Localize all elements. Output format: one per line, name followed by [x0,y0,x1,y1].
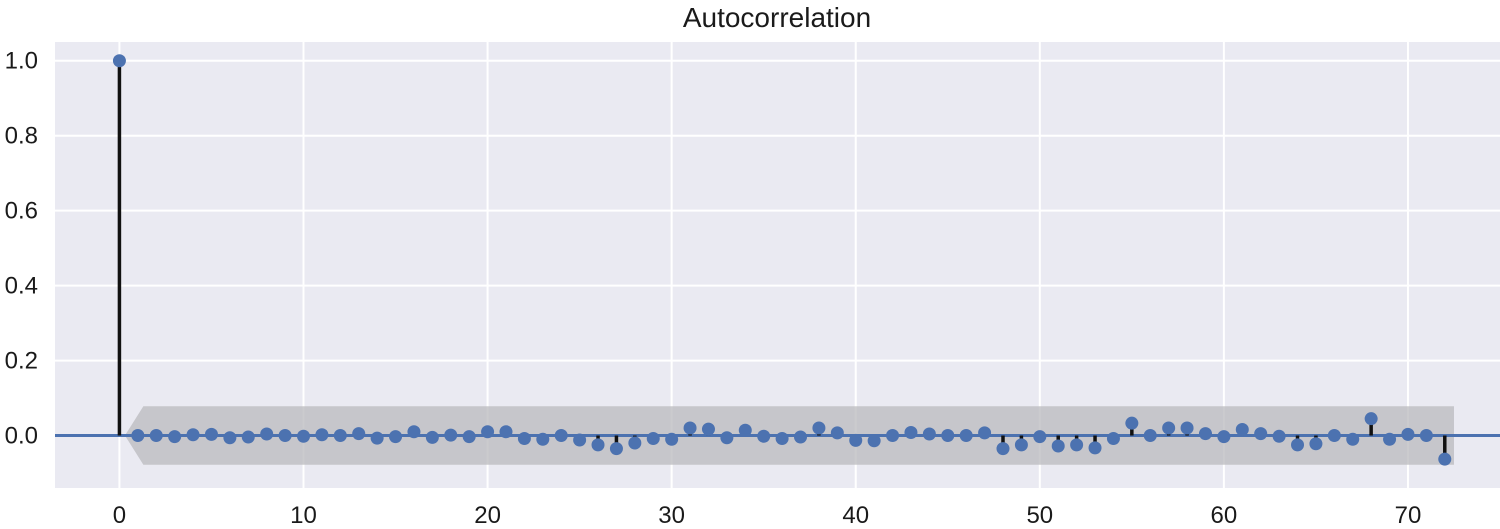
marker-lag-71 [1419,429,1433,443]
x-tick-label: 60 [1211,502,1238,529]
marker-lag-40 [849,433,863,447]
marker-lag-29 [646,432,660,446]
marker-lag-35 [757,429,771,443]
marker-lag-46 [959,429,973,443]
marker-lag-11 [315,428,329,442]
y-tick-label: 0.0 [5,423,38,450]
x-tick-label: 30 [658,502,685,529]
marker-lag-63 [1272,429,1286,443]
marker-lag-54 [1106,432,1120,446]
marker-lag-57 [1162,421,1176,435]
marker-lag-5 [204,427,218,441]
y-tick-label: 0.4 [5,273,38,300]
marker-lag-61 [1235,423,1249,437]
marker-lag-69 [1383,432,1397,446]
marker-lag-16 [407,425,421,439]
x-tick-label: 40 [842,502,869,529]
marker-lag-53 [1088,441,1102,455]
x-tick-label: 70 [1395,502,1422,529]
marker-lag-37 [794,430,808,444]
marker-lag-68 [1364,412,1378,426]
y-tick-label: 0.2 [5,348,38,375]
marker-lag-4 [186,428,200,442]
marker-lag-39 [830,426,844,440]
marker-lag-50 [1033,430,1047,444]
y-tick-label: 0.6 [5,198,38,225]
marker-lag-66 [1327,429,1341,443]
marker-lag-28 [628,436,642,450]
marker-lag-47 [978,426,992,440]
markers [112,54,1452,466]
marker-lag-67 [1346,432,1360,446]
marker-lag-17 [425,430,439,444]
marker-lag-41 [867,434,881,448]
marker-lag-70 [1401,427,1415,441]
marker-lag-33 [720,431,734,445]
marker-lag-25 [573,433,587,447]
chart-title: Autocorrelation [683,2,871,33]
marker-lag-36 [775,432,789,446]
marker-lag-42 [886,429,900,443]
y-tick-label: 1.0 [5,48,38,75]
marker-lag-32 [701,422,715,436]
marker-lag-14 [370,431,384,445]
marker-lag-0 [112,54,126,68]
marker-lag-26 [591,438,605,452]
x-tick-label: 20 [474,502,501,529]
marker-lag-59 [1198,427,1212,441]
marker-lag-15 [389,430,403,444]
marker-lag-8 [260,427,274,441]
marker-lag-21 [499,425,513,439]
marker-lag-1 [131,429,145,443]
x-tick-label: 0 [113,502,126,529]
marker-lag-55 [1125,416,1139,430]
y-tick-label: 0.8 [5,123,38,150]
marker-lag-30 [665,432,679,446]
marker-lag-48 [996,442,1010,456]
marker-lag-72 [1438,452,1452,466]
marker-lag-62 [1254,427,1268,441]
marker-lag-52 [1070,438,1084,452]
marker-lag-9 [278,429,292,443]
marker-lag-64 [1291,438,1305,452]
marker-lag-12 [333,429,347,443]
marker-lag-60 [1217,430,1231,444]
marker-lag-10 [297,429,311,443]
marker-lag-58 [1180,421,1194,435]
marker-lag-24 [554,429,568,443]
marker-lag-6 [223,431,237,445]
marker-lag-51 [1051,439,1065,453]
marker-lag-22 [517,432,531,446]
marker-lag-34 [738,423,752,437]
marker-lag-38 [812,421,826,435]
marker-lag-19 [462,430,476,444]
marker-lag-23 [536,432,550,446]
marker-lag-2 [149,429,163,443]
marker-lag-56 [1143,429,1157,443]
marker-lag-31 [683,421,697,435]
x-axis-ticks: 0 10 20 30 40 50 60 70 [113,502,1422,529]
marker-lag-43 [904,426,918,440]
marker-lag-45 [941,429,955,443]
marker-lag-20 [481,425,495,439]
marker-lag-27 [609,442,623,456]
marker-lag-7 [241,430,255,444]
x-tick-label: 50 [1026,502,1053,529]
y-axis-ticks: 0.0 0.2 0.4 0.6 0.8 1.0 [5,48,38,450]
x-tick-label: 10 [290,502,317,529]
marker-lag-65 [1309,437,1323,451]
marker-lag-18 [444,428,458,442]
marker-lag-49 [1014,438,1028,452]
marker-lag-3 [168,430,182,444]
marker-lag-13 [352,427,366,441]
marker-lag-44 [922,427,936,441]
